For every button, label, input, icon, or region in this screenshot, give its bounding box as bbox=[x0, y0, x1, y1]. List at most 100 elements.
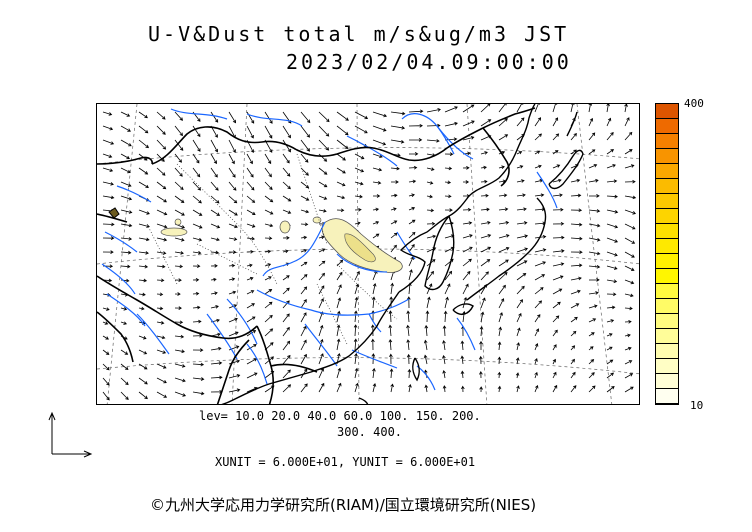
colorbar bbox=[655, 103, 679, 405]
wind-vector bbox=[460, 340, 465, 351]
colorbar-segment bbox=[656, 134, 678, 149]
wind-vector bbox=[406, 296, 411, 309]
wind-vector bbox=[282, 181, 291, 190]
wind-vector bbox=[264, 167, 272, 178]
wind-vector bbox=[390, 244, 397, 253]
wind-vector bbox=[588, 149, 596, 155]
wind-vector bbox=[138, 139, 150, 149]
wind-vector bbox=[408, 219, 416, 225]
wind-vector bbox=[588, 164, 598, 169]
wind-vector bbox=[408, 123, 423, 128]
wind-vector bbox=[588, 194, 600, 198]
wind-vector bbox=[624, 319, 632, 324]
wind-vector bbox=[516, 193, 526, 198]
wind-vector bbox=[318, 167, 328, 175]
wind-vector bbox=[138, 377, 148, 385]
vector-unit-label: XUNIT = 6.000E+01, YUNIT = 6.000E+01 bbox=[215, 455, 476, 469]
wind-vector bbox=[552, 301, 561, 309]
wind-vector bbox=[174, 167, 183, 177]
wind-vector bbox=[498, 104, 507, 113]
wind-vector bbox=[479, 386, 483, 393]
wind-vector bbox=[388, 324, 393, 337]
wind-vector bbox=[318, 153, 328, 162]
wind-vector bbox=[120, 111, 131, 117]
wind-vector bbox=[570, 208, 583, 213]
wind-vector bbox=[588, 385, 596, 393]
wind-vector bbox=[534, 117, 542, 127]
colorbar-segment bbox=[656, 179, 678, 194]
wind-vector bbox=[498, 118, 508, 127]
wind-vector bbox=[408, 256, 414, 267]
wind-vector bbox=[282, 195, 292, 202]
wind-vector bbox=[588, 223, 601, 228]
wind-vector bbox=[102, 181, 114, 186]
wind-vector bbox=[390, 139, 405, 144]
wind-vector bbox=[102, 377, 110, 386]
wind-vector bbox=[388, 338, 393, 351]
wind-vector bbox=[192, 167, 201, 178]
wind-vector bbox=[102, 195, 115, 200]
wind-vector bbox=[174, 237, 185, 242]
wind-vector bbox=[336, 271, 343, 281]
wind-vector bbox=[300, 383, 308, 393]
wind-vector bbox=[192, 153, 200, 164]
wind-vector bbox=[210, 264, 218, 268]
wind-vector bbox=[354, 181, 364, 186]
wind-vector bbox=[406, 339, 411, 351]
wind-vector bbox=[388, 310, 393, 323]
wind-vector bbox=[318, 139, 330, 151]
wind-vector bbox=[210, 389, 223, 394]
wind-vector bbox=[442, 370, 446, 379]
wind-vector bbox=[570, 178, 581, 183]
wind-vector bbox=[120, 321, 128, 325]
wind-vector bbox=[192, 305, 201, 310]
copyright-text: ©九州大学応用力学研究所(RIAM)/国立環境研究所(NIES) bbox=[150, 496, 537, 514]
wind-vector bbox=[423, 354, 428, 365]
wind-vector bbox=[408, 165, 418, 170]
coastlines bbox=[221, 104, 584, 404]
sakhalin bbox=[566, 111, 578, 137]
wind-vector bbox=[534, 150, 541, 155]
wind-vector bbox=[588, 209, 601, 213]
wind-vector bbox=[336, 297, 342, 309]
wind-vector bbox=[552, 133, 560, 141]
wind-vector bbox=[174, 125, 183, 137]
wind-vector bbox=[552, 117, 559, 127]
wind-vector bbox=[462, 221, 473, 225]
wind-vector bbox=[515, 357, 520, 365]
wind-vector bbox=[102, 349, 110, 355]
wind-vector bbox=[463, 180, 470, 184]
wind-vector bbox=[426, 108, 441, 113]
wind-vector bbox=[138, 167, 149, 175]
wind-vector bbox=[497, 341, 502, 351]
wind-vector bbox=[120, 307, 128, 311]
wind-vector bbox=[516, 285, 525, 295]
contour-levels-line2: 300. 400. bbox=[337, 425, 403, 439]
wind-vector bbox=[336, 367, 342, 379]
wind-vector bbox=[390, 220, 398, 225]
wind-vector bbox=[264, 223, 274, 228]
wind-vector bbox=[156, 195, 167, 203]
wind-vector bbox=[264, 153, 272, 165]
wind-vector bbox=[606, 149, 615, 155]
wind-vector bbox=[138, 125, 149, 134]
wind-vector bbox=[228, 263, 236, 268]
wind-vector bbox=[624, 164, 635, 169]
wind-vector bbox=[174, 209, 185, 216]
wind-vector bbox=[192, 139, 201, 152]
wind-vector bbox=[588, 372, 595, 379]
japan-kyushu bbox=[452, 303, 474, 316]
wind-vector bbox=[372, 367, 376, 379]
wind-vector bbox=[102, 335, 109, 340]
wind-vector bbox=[552, 150, 559, 155]
wind-vector bbox=[534, 328, 540, 337]
wind-vector bbox=[516, 179, 525, 183]
wind-vector bbox=[408, 231, 416, 239]
wind-vector bbox=[442, 325, 447, 337]
wind-vector bbox=[120, 349, 129, 355]
wind-vector bbox=[444, 180, 452, 185]
wind-vector bbox=[390, 207, 397, 211]
wind-vector bbox=[389, 368, 394, 379]
wind-vector bbox=[210, 153, 217, 165]
wind-vector bbox=[480, 234, 492, 239]
